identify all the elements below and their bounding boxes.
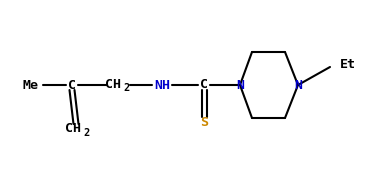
Text: 2: 2 — [83, 128, 89, 138]
Text: Et: Et — [340, 58, 356, 70]
Text: Me: Me — [22, 78, 38, 92]
Text: N: N — [294, 78, 302, 92]
Text: CH: CH — [105, 78, 121, 90]
Text: S: S — [200, 117, 208, 130]
Text: N: N — [236, 78, 244, 92]
Text: 2: 2 — [123, 83, 129, 93]
Text: NH: NH — [154, 78, 170, 92]
Text: C: C — [68, 78, 76, 92]
Text: CH: CH — [65, 122, 81, 135]
Text: C: C — [200, 78, 208, 90]
